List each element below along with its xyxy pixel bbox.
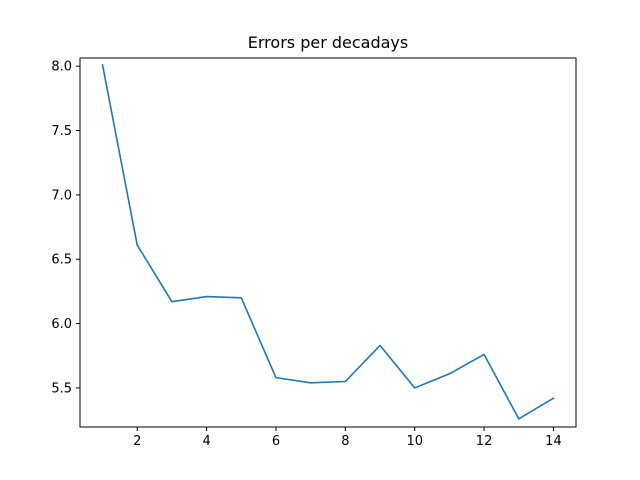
x-tick-label: 12 <box>476 434 493 449</box>
chart-title: Errors per decadays <box>248 33 408 52</box>
y-tick-label: 6.0 <box>51 317 72 332</box>
y-tick-label: 5.5 <box>51 381 72 396</box>
x-tick-label: 6 <box>272 434 280 449</box>
series-line <box>101 63 555 420</box>
plot-area: 2 4 6 8 10 12 14 5.5 6.0 6.5 7.0 7.5 8.0 <box>51 60 561 449</box>
axes-frame <box>79 57 577 428</box>
y-tick-label: 7.0 <box>51 188 72 203</box>
x-tick-label: 2 <box>133 434 141 449</box>
y-tick-label: 8.0 <box>51 60 72 75</box>
y-tick-label: 6.5 <box>51 253 72 268</box>
x-tick-label: 4 <box>202 434 210 449</box>
x-tick-label: 10 <box>406 434 423 449</box>
y-tick-label: 7.5 <box>51 124 72 139</box>
x-tick-label: 8 <box>341 434 349 449</box>
x-tick-label: 14 <box>545 434 562 449</box>
